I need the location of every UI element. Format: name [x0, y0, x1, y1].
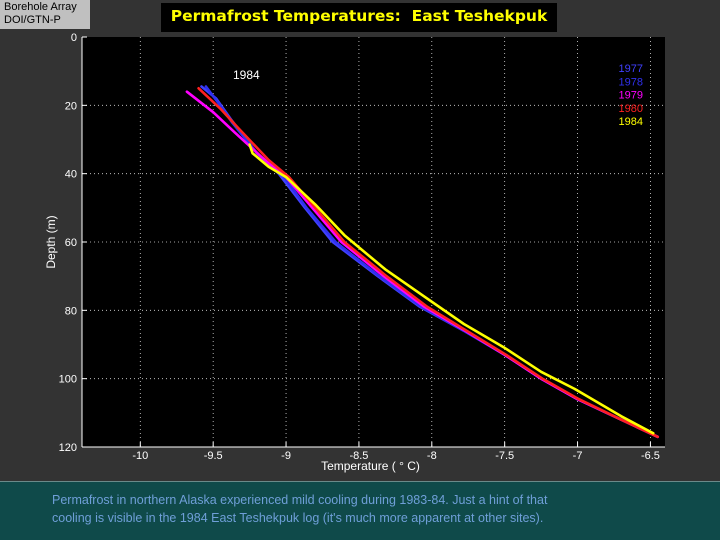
x-tick-label: -8.5 — [349, 450, 368, 462]
y-tick-label: 80 — [65, 305, 77, 317]
series-line-1980 — [197, 87, 659, 439]
y-tick-label: 100 — [59, 374, 77, 386]
x-tick-label: -9.5 — [204, 450, 223, 462]
caption-line-2: cooling is visible in the 1984 East Tesh… — [52, 511, 544, 525]
y-tick-label: 60 — [65, 237, 77, 249]
y-tick-label: 120 — [59, 442, 77, 454]
caption-panel: Permafrost in northern Alaska experience… — [0, 481, 720, 540]
legend-entry-1977: 1977 — [619, 63, 643, 75]
x-axis-label: Temperature ( ° C) — [321, 459, 420, 473]
series-line-1984 — [248, 143, 655, 435]
legend-entry-1984: 1984 — [619, 116, 643, 128]
badge-line-2: DOI/GTN-P — [4, 14, 61, 26]
chart-title-box: Permafrost Temperatures: East Teshekpuk — [161, 3, 557, 32]
annotation-label: 1984 — [233, 68, 260, 82]
x-tick-label: -9 — [281, 450, 291, 462]
legend-entry-1979: 1979 — [619, 90, 643, 102]
borehole-array-badge: Borehole Array DOI/GTN-P — [0, 0, 90, 29]
caption-line-1: Permafrost in northern Alaska experience… — [52, 493, 548, 507]
y-tick-label: 40 — [65, 169, 77, 181]
y-tick-label: 20 — [65, 100, 77, 112]
legend-entry-1978: 1978 — [619, 76, 643, 88]
x-tick-label: -7.5 — [495, 450, 514, 462]
x-tick-label: -6.5 — [641, 450, 660, 462]
permafrost-chart: -10 -9.5 -9 -8.5 -8 -7.5 -7 -6.5 0 20 40 60 80 100 120… — [44, 32, 665, 473]
plot-area — [82, 37, 665, 447]
chart-title: Permafrost Temperatures: East Teshekpuk — [170, 7, 548, 25]
legend-entry-1980: 1980 — [619, 103, 643, 115]
y-tick-label: 0 — [71, 32, 77, 44]
x-tick-label: -7 — [573, 450, 583, 462]
y-axis-label: Depth (m) — [44, 215, 58, 268]
x-tick-label: -10 — [132, 450, 148, 462]
x-tick-label: -8 — [427, 450, 437, 462]
badge-line-1: Borehole Array — [4, 1, 77, 13]
caption-text: Permafrost in northern Alaska experience… — [52, 491, 652, 527]
